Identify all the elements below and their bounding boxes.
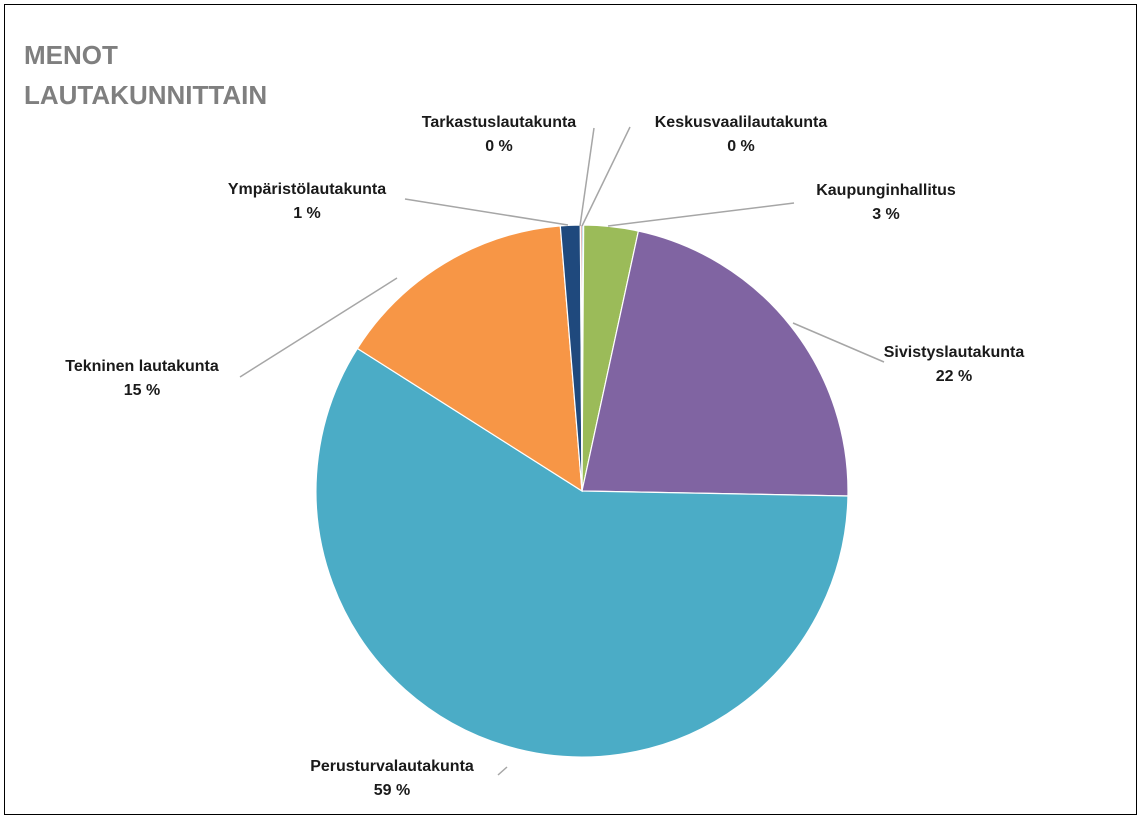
- data-label-sivistyslautakunta: Sivistyslautakunta 22 %: [884, 344, 1025, 385]
- data-label-category: Keskusvaalilautakunta: [655, 114, 828, 131]
- data-label-percent: 0 %: [485, 138, 513, 155]
- data-label-category: Kaupunginhallitus: [816, 182, 956, 199]
- data-label-percent: 15 %: [124, 382, 160, 399]
- data-label-category: Perusturvalautakunta: [310, 758, 474, 775]
- data-label-percent: 0 %: [727, 138, 755, 155]
- chart-title-line-1: MENOT: [24, 40, 118, 70]
- leader-line-keskusvaalilautakunta: [581, 126, 631, 227]
- pie-slices: [315, 224, 849, 758]
- data-label-category: Tarkastuslautakunta: [422, 114, 577, 131]
- pie-slice-tekninen-lautakunta: [356, 225, 583, 493]
- data-label-tekninen-lautakunta: Tekninen lautakunta 15 %: [65, 358, 219, 399]
- data-label-ymparistolautakunta: Ympäristölautakunta 1 %: [228, 181, 386, 222]
- leader-line-perusturvalautakunta: [497, 766, 508, 776]
- data-labels: Keskusvaalilautakunta 0 % Kaupunginhallitu…: [65, 114, 1024, 799]
- leader-lines: [239, 126, 885, 776]
- leader-line-kaupunginhallitus: [607, 202, 795, 227]
- chart-title: MENOT LAUTAKUNNITTAIN: [24, 35, 267, 115]
- data-label-kaupunginhallitus: Kaupunginhallitus 3 %: [816, 182, 956, 223]
- leader-line-tekninen-lautakunta: [239, 277, 398, 378]
- data-label-percent: 22 %: [936, 368, 972, 385]
- leader-line-ymparistolautakunta: [404, 198, 569, 226]
- pie-slice-perusturvalautakunta: [315, 347, 849, 758]
- pie-slice-sivistyslautakunta: [581, 230, 849, 497]
- data-label-category: Ympäristölautakunta: [228, 181, 386, 198]
- data-label-tarkastuslautakunta: Tarkastuslautakunta 0 %: [422, 114, 577, 155]
- leader-line-sivistyslautakunta: [792, 322, 885, 363]
- data-label-category: Tekninen lautakunta: [65, 358, 219, 375]
- data-label-percent: 1 %: [293, 205, 321, 222]
- leader-line-tarkastuslautakunta: [579, 127, 595, 227]
- data-label-percent: 3 %: [872, 206, 900, 223]
- data-label-percent: 59 %: [374, 782, 410, 799]
- chart-title-line-2: LAUTAKUNNITTAIN: [24, 80, 268, 110]
- data-label-keskusvaalilautakunta: Keskusvaalilautakunta 0 %: [655, 114, 828, 155]
- data-label-perusturvalautakunta: Perusturvalautakunta 59 %: [310, 758, 474, 799]
- data-label-category: Sivistyslautakunta: [884, 344, 1025, 361]
